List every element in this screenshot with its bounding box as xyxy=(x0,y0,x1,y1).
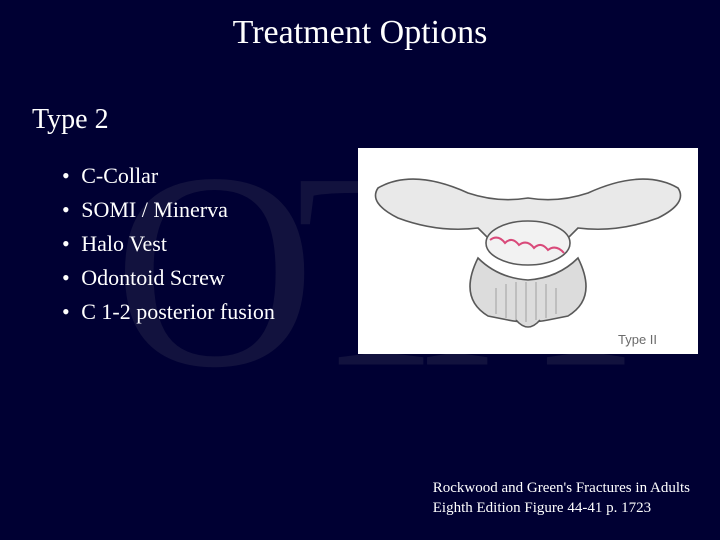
citation-line: Eighth Edition Figure 44-41 p. 1723 xyxy=(433,498,690,518)
slide-title: Treatment Options xyxy=(0,14,720,52)
citation: Rockwood and Green's Fractures in Adults… xyxy=(433,478,690,519)
figure-caption: Type II xyxy=(618,332,657,347)
list-item: Odontoid Screw xyxy=(62,262,275,294)
slide-subtitle: Type 2 xyxy=(32,104,109,136)
citation-line: Rockwood and Green's Fractures in Adults xyxy=(433,478,690,498)
list-item: C-Collar xyxy=(62,160,275,192)
medical-figure: Type II xyxy=(358,148,698,354)
list-item: C 1-2 posterior fusion xyxy=(62,296,275,328)
bullet-list: C-Collar SOMI / Minerva Halo Vest Odonto… xyxy=(62,160,275,329)
list-item: SOMI / Minerva xyxy=(62,194,275,226)
list-item: Halo Vest xyxy=(62,228,275,260)
odontoid-fracture-icon: Type II xyxy=(358,148,698,354)
